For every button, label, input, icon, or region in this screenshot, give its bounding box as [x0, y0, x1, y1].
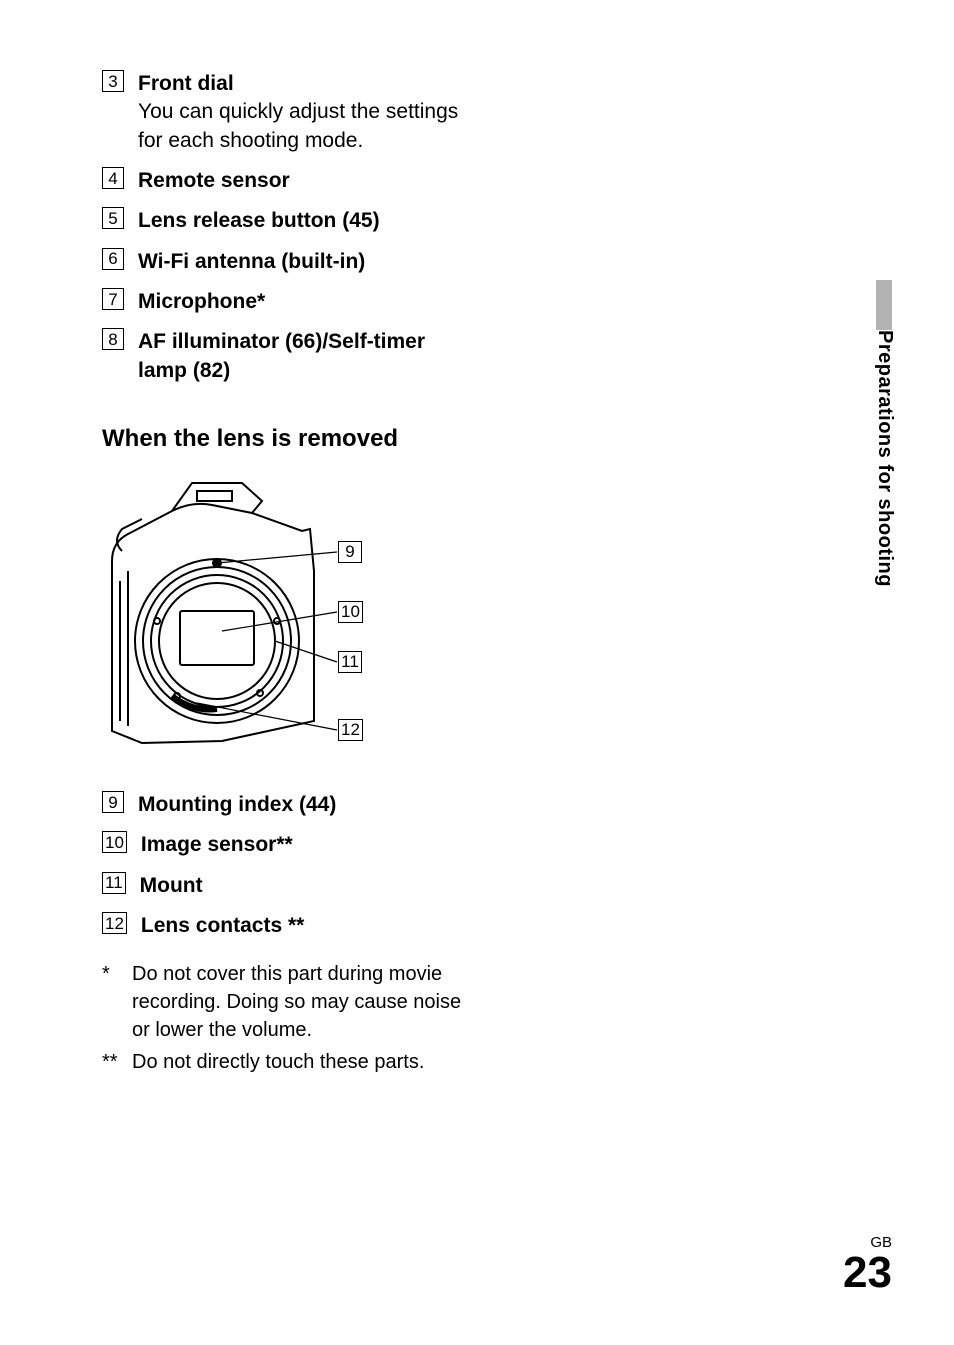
callout-box: 9: [338, 541, 362, 563]
list-item: 10 Image sensor**: [102, 831, 472, 859]
list-item: 7 Microphone*: [102, 288, 472, 316]
item-desc: You can quickly adjust the settings for …: [138, 100, 458, 151]
callout-box: 11: [338, 651, 362, 673]
item-title: Mounting index (44): [138, 791, 336, 819]
list-item: 9 Mounting index (44): [102, 791, 472, 819]
page: Preparations for shooting 3 Front dial Y…: [0, 0, 954, 1345]
item-number-box: 10: [102, 831, 127, 853]
item-number-box: 3: [102, 70, 124, 92]
item-title: AF illuminator (66)/Self-timer lamp (82): [138, 328, 472, 385]
item-number-box: 5: [102, 207, 124, 229]
parts-list-a: 3 Front dial You can quickly adjust the …: [102, 70, 472, 385]
item-number-box: 4: [102, 167, 124, 189]
item-title: Mount: [140, 872, 203, 900]
item-number-box: 12: [102, 912, 127, 934]
camera-diagram: 9 10 11 12: [102, 471, 392, 761]
item-title: Remote sensor: [138, 167, 290, 195]
list-item: 11 Mount: [102, 872, 472, 900]
footnote-text: Do not directly touch these parts.: [132, 1048, 472, 1076]
section-label: Preparations for shooting: [873, 330, 896, 587]
item-title: Front dial: [138, 72, 234, 95]
item-title: Image sensor**: [141, 831, 293, 859]
item-title: Microphone*: [138, 288, 265, 316]
callout-box: 10: [338, 601, 363, 623]
section-heading: When the lens is removed: [102, 425, 472, 453]
callout-box: 12: [338, 719, 363, 741]
list-item: 5 Lens release button (45): [102, 207, 472, 235]
item-body: Front dial You can quickly adjust the se…: [138, 70, 472, 155]
item-number-box: 9: [102, 791, 124, 813]
item-number-box: 6: [102, 248, 124, 270]
main-content: 3 Front dial You can quickly adjust the …: [102, 70, 472, 1080]
list-item: 8 AF illuminator (66)/Self-timer lamp (8…: [102, 328, 472, 385]
list-item: 12 Lens contacts **: [102, 912, 472, 940]
footnote: * Do not cover this part during movie re…: [102, 960, 472, 1044]
footnote-mark: *: [102, 960, 132, 988]
list-item: 6 Wi-Fi antenna (built-in): [102, 248, 472, 276]
item-number-box: 8: [102, 328, 124, 350]
list-item: 3 Front dial You can quickly adjust the …: [102, 70, 472, 155]
footnote: ** Do not directly touch these parts.: [102, 1048, 472, 1076]
item-title: Wi-Fi antenna (built-in): [138, 248, 365, 276]
section-tab: [876, 280, 892, 330]
footnotes: * Do not cover this part during movie re…: [102, 960, 472, 1076]
list-item: 4 Remote sensor: [102, 167, 472, 195]
parts-list-b: 9 Mounting index (44) 10 Image sensor** …: [102, 791, 472, 940]
page-footer: GB 23: [843, 1234, 892, 1295]
item-number-box: 11: [102, 872, 126, 894]
page-number: 23: [843, 1251, 892, 1295]
footnote-text: Do not cover this part during movie reco…: [132, 960, 472, 1044]
item-title: Lens release button (45): [138, 207, 380, 235]
item-title: Lens contacts **: [141, 912, 304, 940]
item-number-box: 7: [102, 288, 124, 310]
footnote-mark: **: [102, 1048, 132, 1076]
